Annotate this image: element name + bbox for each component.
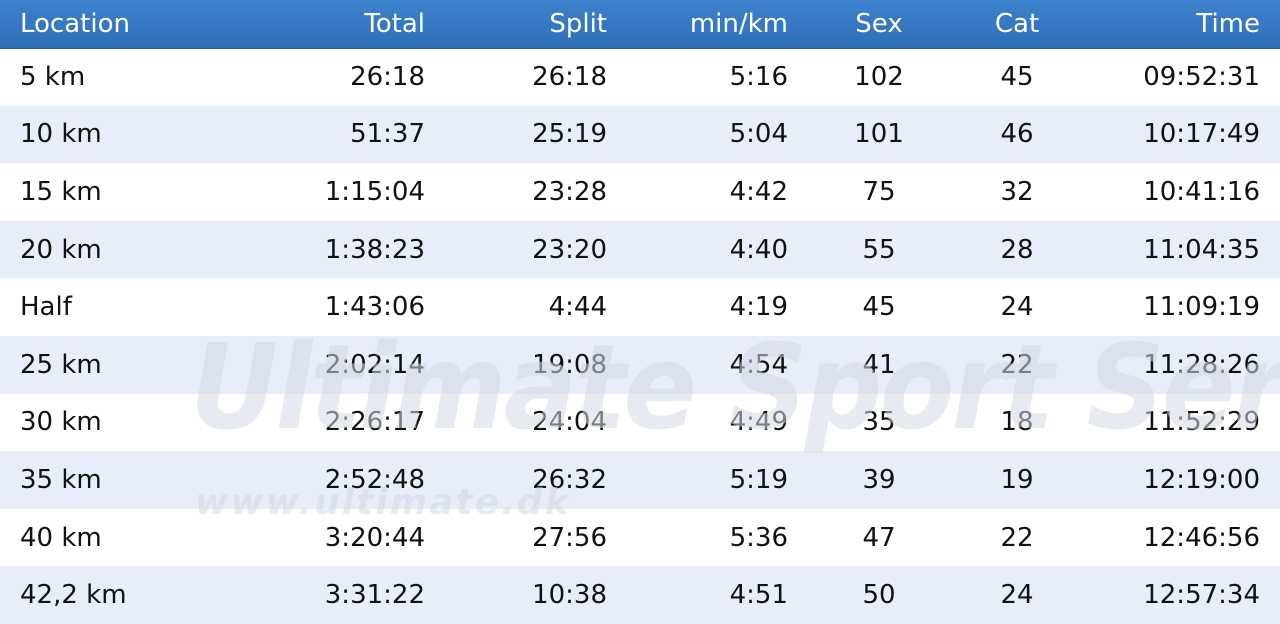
cell-total: 3:31:22 bbox=[324, 580, 425, 611]
cell-pace: 4:54 bbox=[729, 349, 788, 380]
table-row: 20 km 1:38:23 23:20 4:40 55 28 11:04:35 bbox=[0, 220, 1280, 279]
column-header-sex: Sex bbox=[855, 9, 903, 39]
cell-split: 4:44 bbox=[548, 292, 607, 323]
cell-location: 42,2 km bbox=[20, 580, 127, 611]
table-row: 15 km 1:15:04 23:28 4:42 75 32 10:41:16 bbox=[0, 163, 1280, 221]
cell-cat: 19 bbox=[1000, 464, 1034, 495]
cell-split: 25:19 bbox=[532, 119, 607, 150]
cell-pace: 5:19 bbox=[729, 464, 788, 495]
cell-time: 11:04:35 bbox=[1143, 234, 1260, 265]
cell-location: 10 km bbox=[20, 119, 102, 150]
cell-sex: 47 bbox=[862, 522, 896, 553]
cell-total: 2:52:48 bbox=[324, 464, 425, 495]
table-row: 42,2 km 3:31:22 10:38 4:51 50 24 12:57:34 bbox=[0, 566, 1280, 624]
cell-total: 1:43:06 bbox=[324, 292, 425, 323]
cell-cat: 46 bbox=[1000, 119, 1034, 150]
cell-cat: 32 bbox=[1000, 176, 1034, 207]
cell-time: 12:46:56 bbox=[1143, 522, 1260, 553]
column-header-location: Location bbox=[20, 9, 130, 39]
cell-location: 25 km bbox=[20, 349, 102, 380]
cell-total: 2:02:14 bbox=[324, 349, 425, 380]
cell-pace: 4:51 bbox=[729, 580, 788, 611]
cell-sex: 39 bbox=[862, 464, 896, 495]
cell-split: 26:18 bbox=[532, 61, 607, 92]
cell-cat: 22 bbox=[1000, 522, 1034, 553]
cell-time: 09:52:31 bbox=[1143, 61, 1260, 92]
table-row: Half 1:43:06 4:44 4:19 45 24 11:09:19 bbox=[0, 278, 1280, 336]
cell-location: 40 km bbox=[20, 522, 102, 553]
cell-time: 12:57:34 bbox=[1143, 580, 1260, 611]
cell-total: 1:38:23 bbox=[324, 234, 425, 265]
table-row: 10 km 51:37 25:19 5:04 101 46 10:17:49 bbox=[0, 105, 1280, 164]
column-header-time: Time bbox=[1196, 9, 1260, 39]
cell-pace: 5:16 bbox=[729, 61, 788, 92]
cell-pace: 4:40 bbox=[729, 234, 788, 265]
cell-split: 10:38 bbox=[532, 580, 607, 611]
cell-cat: 24 bbox=[1000, 292, 1034, 323]
table-row: 30 km 2:26:17 24:04 4:49 35 18 11:52:29 bbox=[0, 394, 1280, 452]
cell-total: 2:26:17 bbox=[324, 407, 425, 438]
cell-sex: 75 bbox=[862, 176, 896, 207]
cell-pace: 4:42 bbox=[729, 176, 788, 207]
cell-time: 11:52:29 bbox=[1143, 407, 1260, 438]
cell-sex: 35 bbox=[862, 407, 896, 438]
column-header-cat: Cat bbox=[994, 9, 1040, 39]
cell-cat: 28 bbox=[1000, 234, 1034, 265]
cell-split: 23:20 bbox=[532, 234, 607, 265]
column-header-pace: min/km bbox=[689, 9, 788, 39]
cell-sex: 45 bbox=[862, 292, 896, 323]
cell-cat: 22 bbox=[1000, 349, 1034, 380]
cell-split: 23:28 bbox=[532, 176, 607, 207]
cell-time: 10:17:49 bbox=[1143, 119, 1260, 150]
cell-pace: 5:36 bbox=[729, 522, 788, 553]
cell-location: 35 km bbox=[20, 464, 102, 495]
cell-sex: 55 bbox=[862, 234, 896, 265]
cell-sex: 41 bbox=[862, 349, 896, 380]
cell-split: 19:08 bbox=[532, 349, 607, 380]
table-header: Location Total Split min/km Sex Cat Time bbox=[0, 0, 1280, 49]
cell-location: 15 km bbox=[20, 176, 102, 207]
table-row: 40 km 3:20:44 27:56 5:36 47 22 12:46:56 bbox=[0, 509, 1280, 567]
cell-split: 26:32 bbox=[532, 464, 607, 495]
cell-split: 24:04 bbox=[532, 407, 607, 438]
cell-time: 11:09:19 bbox=[1143, 292, 1260, 323]
table-row: 25 km 2:02:14 19:08 4:54 41 22 11:28:26 bbox=[0, 335, 1280, 394]
cell-total: 26:18 bbox=[350, 61, 425, 92]
column-header-split: Split bbox=[549, 9, 607, 39]
cell-sex: 101 bbox=[854, 119, 904, 150]
cell-split: 27:56 bbox=[532, 522, 607, 553]
cell-time: 10:41:16 bbox=[1143, 176, 1260, 207]
cell-cat: 18 bbox=[1000, 407, 1034, 438]
cell-location: 30 km bbox=[20, 407, 102, 438]
cell-total: 51:37 bbox=[350, 119, 425, 150]
column-header-total: Total bbox=[364, 9, 425, 39]
cell-time: 11:28:26 bbox=[1143, 349, 1260, 380]
cell-time: 12:19:00 bbox=[1143, 464, 1260, 495]
cell-pace: 4:49 bbox=[729, 407, 788, 438]
cell-location: Half bbox=[20, 292, 72, 323]
cell-sex: 50 bbox=[862, 580, 896, 611]
cell-location: 5 km bbox=[20, 61, 86, 92]
cell-location: 20 km bbox=[20, 234, 102, 265]
cell-cat: 24 bbox=[1000, 580, 1034, 611]
table-body: 5 km 26:18 26:18 5:16 102 45 09:52:31 10 km 51:3… bbox=[0, 48, 1280, 624]
cell-total: 1:15:04 bbox=[324, 176, 425, 207]
cell-total: 3:20:44 bbox=[324, 522, 425, 553]
table-row: 5 km 26:18 26:18 5:16 102 45 09:52:31 bbox=[0, 48, 1280, 106]
cell-pace: 5:04 bbox=[729, 119, 788, 150]
cell-sex: 102 bbox=[854, 61, 904, 92]
cell-cat: 45 bbox=[1000, 61, 1034, 92]
cell-pace: 4:19 bbox=[729, 292, 788, 323]
table-row: 35 km 2:52:48 26:32 5:19 39 19 12:19:00 bbox=[0, 451, 1280, 509]
